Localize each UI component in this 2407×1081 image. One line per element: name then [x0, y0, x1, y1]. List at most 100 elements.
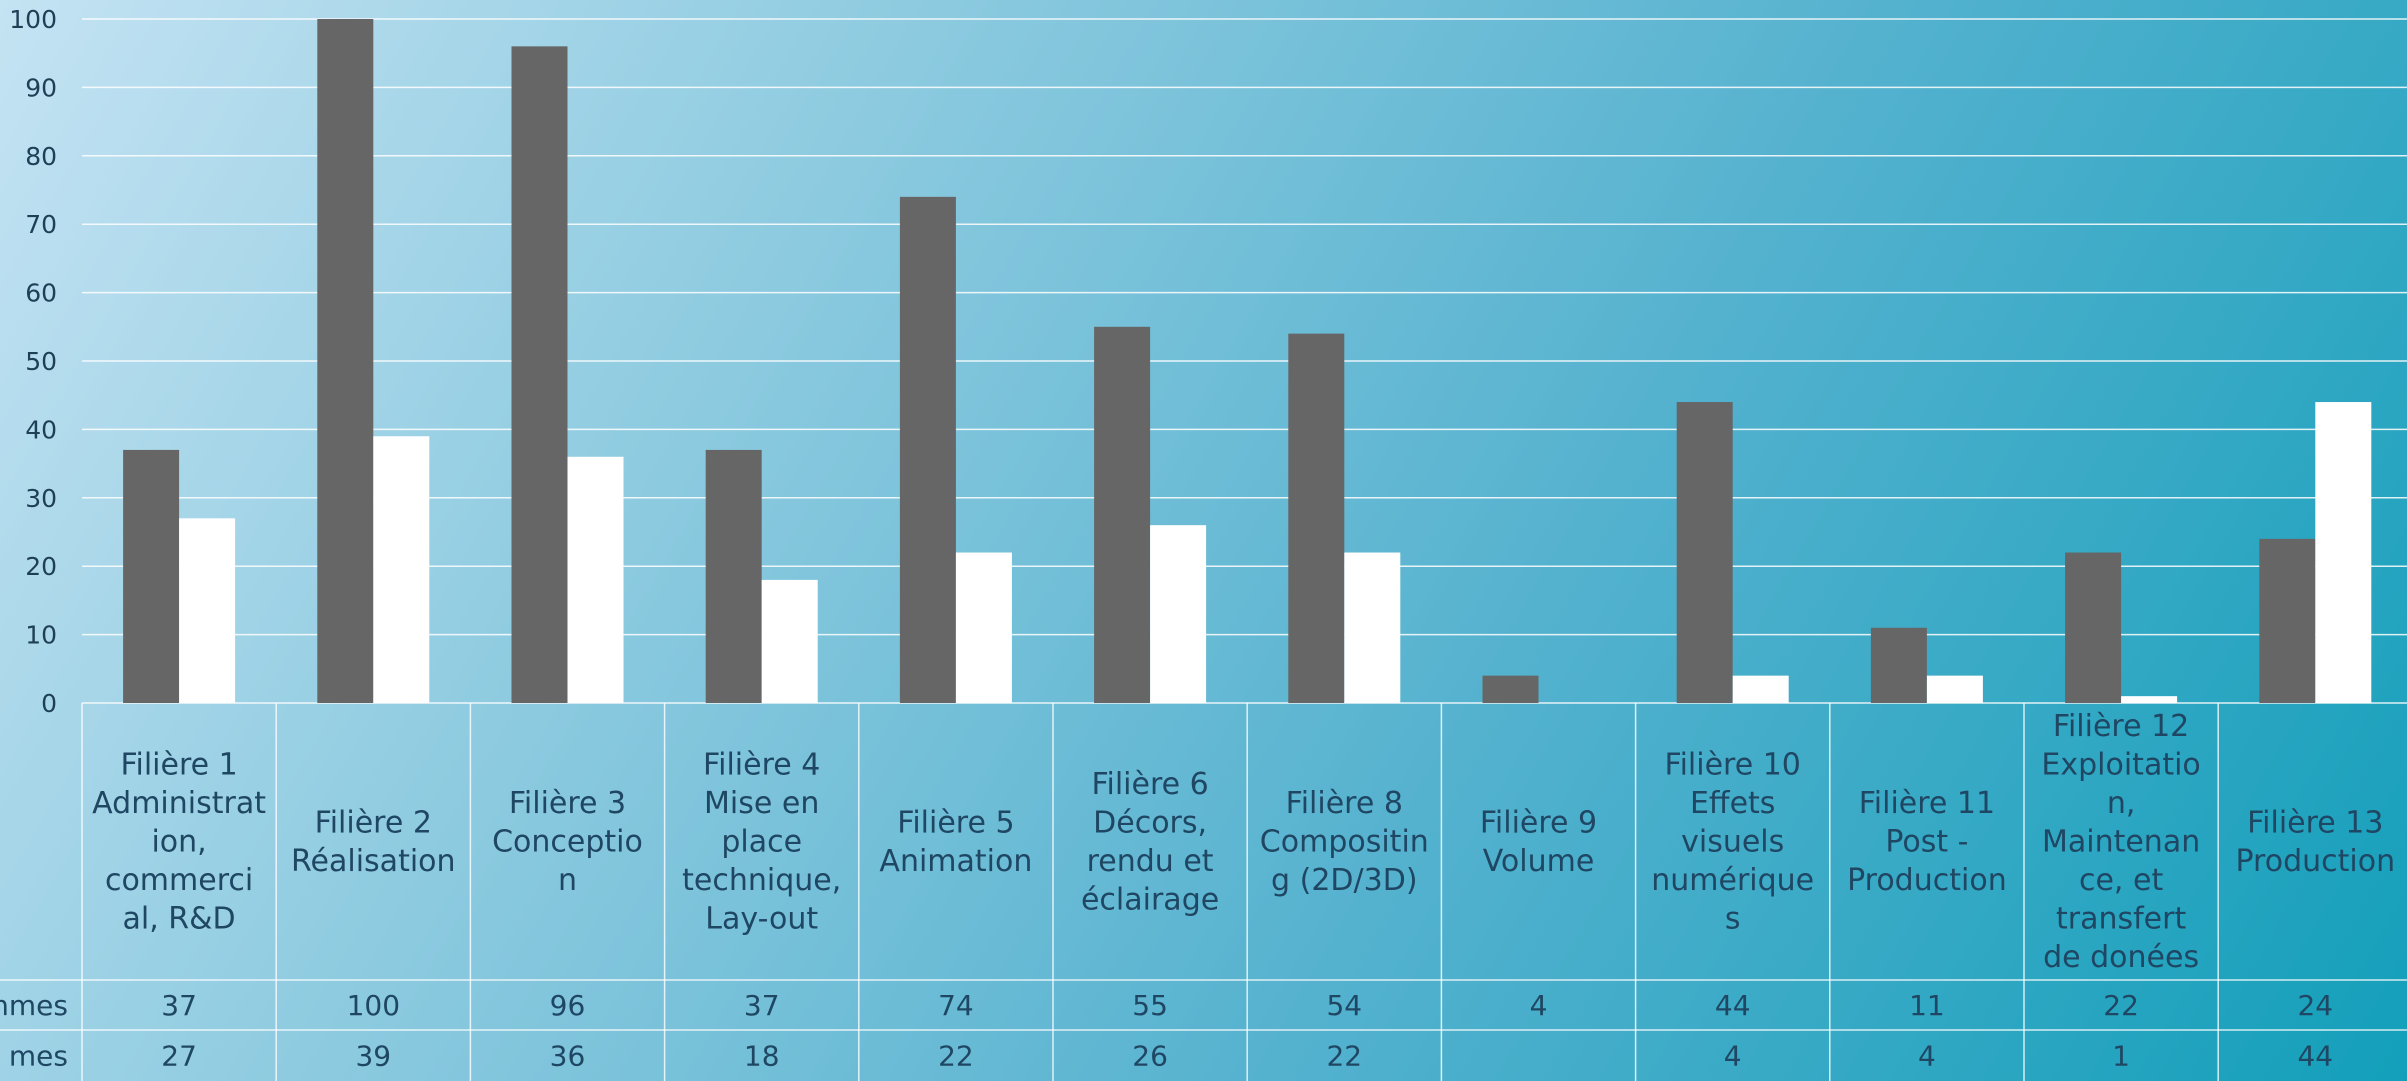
category-label: Filière 5 Animation: [879, 805, 1032, 879]
category-label: Filière 3 Conceptio n: [492, 786, 643, 898]
table-cell: 100: [347, 989, 400, 1022]
category-label: Filière 6 Décors, rendu et éclairage: [1081, 767, 1219, 918]
category-label-line: ion,: [151, 825, 206, 860]
category-label-line: Filière 5: [897, 805, 1014, 840]
table-cell: 37: [161, 989, 197, 1022]
bar-series-2: [1926, 675, 1983, 703]
table-cell: 54: [1326, 989, 1362, 1022]
category-label-line: Filière 10: [1665, 748, 1801, 783]
category-label-line: technique,: [682, 863, 841, 898]
bar-series-2: [1344, 552, 1401, 703]
bars: [123, 19, 2372, 704]
bar-series-2: [1732, 675, 1789, 703]
category-label-line: Mise en: [704, 786, 819, 821]
category-label-line: Filière 13: [2247, 805, 2383, 840]
y-tick-label: 80: [25, 142, 57, 171]
table-cell: 1: [2112, 1040, 2130, 1073]
bar-series-1: [1094, 326, 1151, 703]
gridlines: [82, 18, 2407, 704]
y-tick-label: 100: [9, 5, 57, 34]
category-label-line: Lay-out: [705, 902, 818, 937]
bar-series-2: [567, 456, 624, 703]
table-cell: 36: [550, 1040, 586, 1073]
y-tick-label: 70: [25, 210, 57, 239]
table-cell: 39: [355, 1040, 391, 1073]
table-cell: 26: [1132, 1040, 1168, 1073]
category-label-line: Filière 3: [509, 786, 626, 821]
bar-series-2: [1150, 525, 1207, 703]
category-label-line: Volume: [1483, 844, 1595, 879]
table-cell: 37: [744, 989, 780, 1022]
category-label-line: Conceptio: [492, 825, 643, 860]
category-label-line: place: [721, 825, 802, 860]
table-cell: 44: [1715, 989, 1751, 1022]
category-label-line: Effets: [1690, 786, 1775, 821]
table-cell: 96: [550, 989, 586, 1022]
table-cell: 22: [938, 1040, 974, 1073]
category-label-line: Filière 9: [1480, 805, 1597, 840]
y-tick-label: 60: [25, 279, 57, 308]
bar-series-1: [511, 46, 568, 704]
category-label: Filière 10 Effets visuels numérique s: [1651, 748, 1814, 937]
bar-series-2: [955, 552, 1012, 703]
table-cell: 18: [744, 1040, 780, 1073]
bar-series-2: [373, 436, 430, 703]
y-tick-label: 90: [25, 73, 57, 102]
category-label: Filière 1 Administrat ion, commerci al, R&D: [92, 748, 266, 937]
table-cell: 27: [161, 1040, 197, 1073]
table-cell: 4: [1724, 1040, 1742, 1073]
category-label-line: n,: [2107, 786, 2136, 821]
table-cell: 22: [2103, 989, 2139, 1022]
category-label-line: Filière 12: [2053, 709, 2189, 744]
y-tick-label: 50: [25, 347, 57, 376]
category-label-line: Administrat: [92, 786, 266, 821]
bar-series-1: [317, 19, 374, 703]
table-cell: 4: [1530, 989, 1548, 1022]
bar-series-2: [179, 518, 236, 703]
bar-series-1: [899, 196, 956, 703]
category-label-line: s: [1725, 902, 1741, 937]
bar-series-2: [2121, 696, 2178, 703]
y-tick-label: 40: [25, 415, 57, 444]
data-table: Filière 1 Administrat ion, commerci al, R&DF…: [0, 703, 2407, 1081]
category-label-line: Filière 4: [703, 748, 820, 783]
table-cell: 44: [2297, 1040, 2333, 1073]
series-label: mmes: [0, 989, 68, 1022]
bar-series-1: [2259, 538, 2316, 703]
category-label: Filière 11 Post -Production: [1847, 786, 2007, 898]
category-label-line: ce, et: [2079, 863, 2163, 898]
category-label-line: visuels: [1681, 825, 1784, 860]
bar-series-2: [761, 579, 818, 703]
bar-series-1: [1482, 675, 1539, 703]
category-label-line: Décors,: [1093, 805, 1207, 840]
category-label-line: éclairage: [1081, 882, 1219, 917]
category-label: Filière 12 Exploitatio n, Maintenan ce, et tr…: [2041, 709, 2200, 975]
category-label-line: rendu et: [1087, 844, 1214, 879]
category-label-line: n: [558, 863, 577, 898]
category-label-line: commerci: [105, 863, 253, 898]
category-label-line: Production: [1847, 863, 2007, 898]
y-tick-label: 10: [25, 621, 57, 650]
table-cell: 11: [1909, 989, 1945, 1022]
category-label: Filière 9 Volume: [1480, 805, 1597, 879]
bar-series-2: [2315, 402, 2372, 703]
y-tick-label: 20: [25, 552, 57, 581]
y-axis: 0 10 20 30 40 50 60 70 80 90 100: [9, 5, 57, 718]
category-label-line: Compositin: [1260, 825, 1429, 860]
category-label-line: al, R&D: [123, 902, 236, 937]
table-cell: 24: [2297, 989, 2333, 1022]
category-label-line: Maintenan: [2042, 825, 2200, 860]
bar-series-1: [1288, 333, 1345, 703]
table-cell: 74: [938, 989, 974, 1022]
category-label-line: Exploitatio: [2041, 748, 2200, 783]
bar-series-1: [705, 449, 762, 703]
category-label-line: Production: [2235, 844, 2395, 879]
y-tick-label: 0: [41, 689, 57, 718]
category-label-line: Post -: [1885, 825, 1968, 860]
category-label: Filière 13 Production: [2235, 805, 2395, 879]
bar-series-1: [1676, 402, 1733, 703]
table-cell: 55: [1132, 989, 1168, 1022]
category-label-line: Filière 11: [1859, 786, 1995, 821]
category-label-line: Réalisation: [291, 844, 456, 879]
